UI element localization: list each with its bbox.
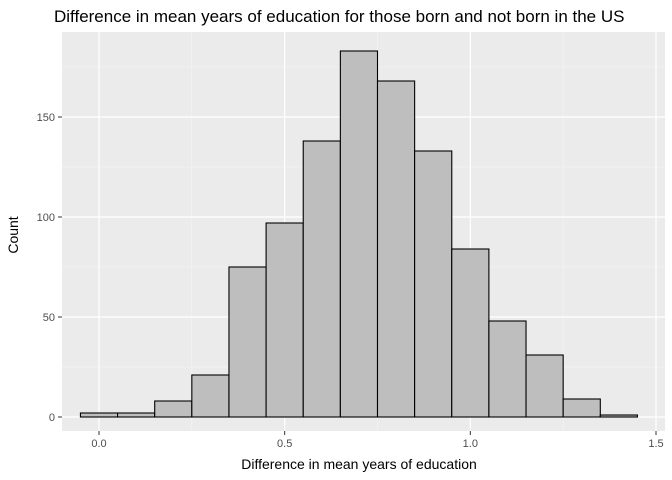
histogram-bar <box>228 266 267 418</box>
x-axis-ticks: 0.0 0.5 1.0 1.5 <box>91 431 664 450</box>
chart-title: Difference in mean years of education fo… <box>54 7 624 26</box>
histogram-bar <box>451 248 490 418</box>
histogram-bar <box>154 400 193 418</box>
x-tick-label: 1.5 <box>648 438 663 450</box>
x-tick-label: 1.0 <box>463 438 478 450</box>
y-tick-label: 50 <box>43 312 55 324</box>
histogram-bar <box>265 222 304 418</box>
y-tick-label: 0 <box>49 412 55 424</box>
y-axis-title: Count <box>5 216 21 253</box>
y-tick-label: 150 <box>37 112 55 124</box>
histogram-bar <box>117 412 156 418</box>
histogram-bars <box>79 50 638 418</box>
histogram-bar <box>562 398 601 418</box>
histogram-bar <box>376 80 416 418</box>
histogram-bar <box>414 150 453 418</box>
histogram-bar <box>599 414 638 418</box>
x-tick-label: 0.5 <box>277 438 292 450</box>
y-axis-ticks: 0 50 100 150 <box>37 112 62 424</box>
y-tick-label: 100 <box>37 212 55 224</box>
histogram-bar <box>191 374 230 418</box>
histogram-bar <box>79 412 119 418</box>
x-tick-label: 0.0 <box>91 438 106 450</box>
histogram-bar <box>302 140 341 418</box>
histogram-bar <box>339 50 379 418</box>
x-axis-title: Difference in mean years of education <box>241 456 477 472</box>
histogram-bar <box>488 320 527 418</box>
histogram-bar <box>525 354 564 418</box>
